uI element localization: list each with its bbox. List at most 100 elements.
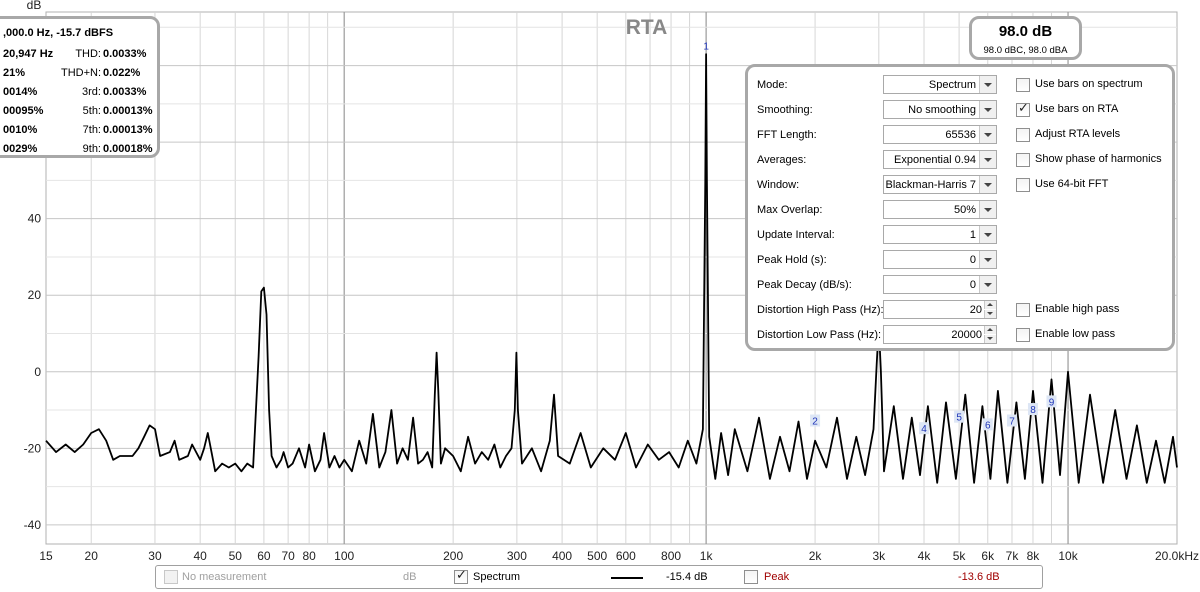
chevron-down-icon[interactable] [979, 126, 996, 143]
distortion-metric-label: 7th: [82, 124, 101, 136]
x-tick-label: 500 [587, 549, 607, 563]
spectrum-checkbox[interactable] [454, 568, 468, 584]
spin-down-icon[interactable] [984, 335, 996, 343]
setting-dropdown[interactable]: 0 [883, 250, 997, 269]
checkbox-icon[interactable] [1016, 153, 1030, 167]
x-tick-label: 3k [872, 549, 886, 563]
distortion-metric-label: 3rd: [82, 86, 101, 98]
spin-up-icon[interactable] [984, 301, 996, 309]
spin-up-icon[interactable] [984, 326, 996, 334]
rta-settings-panel: Mode: Spectrum Smoothing: No smoothing FFT L… [745, 64, 1175, 351]
harmonic-marker-bg [1046, 395, 1057, 408]
x-tick-label: 4k [918, 549, 932, 563]
no-measurement-checkbox[interactable] [164, 570, 178, 584]
distortion-metric-label: 5th: [82, 105, 101, 117]
chevron-down-icon[interactable] [979, 201, 996, 218]
setting-checkbox[interactable]: Enable high pass [1016, 303, 1176, 319]
setting-label: Update Interval: [757, 229, 835, 241]
setting-checkbox[interactable]: Enable low pass [1016, 328, 1176, 344]
harmonic-marker: 8 [1030, 405, 1036, 416]
setting-spinbox[interactable]: 20 [883, 300, 997, 319]
setting-row: Window: Blackman-Harris 7 [757, 175, 1007, 196]
harmonic-markers: 1 2 4 5 6 7 8 9 [703, 41, 1057, 435]
distortion-metric-value: 0.0033% [103, 48, 147, 60]
checkbox-icon[interactable] [1016, 78, 1030, 92]
x-tick-label: 2k [809, 549, 823, 563]
x-tick-label: 15 [39, 549, 53, 563]
distortion-row: 20,947 Hz THD: 0.0033% [0, 48, 161, 67]
setting-dropdown[interactable]: No smoothing [883, 100, 997, 119]
setting-dropdown[interactable]: Spectrum [883, 75, 997, 94]
setting-checkbox[interactable]: Adjust RTA levels [1016, 128, 1176, 144]
setting-label: Window: [757, 179, 800, 191]
x-tick-label: 70 [281, 549, 295, 563]
chevron-down-icon[interactable] [979, 101, 996, 118]
harmonic-marker: 1 [703, 41, 709, 52]
peak-value: -13.6 dB [958, 571, 1000, 583]
distortion-row: 0029% 9th: 0.00018% [0, 143, 161, 162]
spectrum-line-swatch [611, 577, 643, 579]
setting-value: Blackman-Harris 7 [885, 179, 976, 191]
setting-dropdown[interactable]: Blackman-Harris 7 [883, 175, 997, 194]
setting-label: Distortion High Pass (Hz): [757, 304, 884, 316]
distortion-readout-panel: ,000.0 Hz, -15.7 dBFS 20,947 Hz THD: 0.003… [0, 16, 160, 158]
distortion-left-value: 20,947 Hz [3, 48, 54, 60]
chevron-down-icon[interactable] [979, 151, 996, 168]
chevron-down-icon[interactable] [979, 176, 996, 193]
checkbox-icon[interactable] [1016, 303, 1030, 317]
setting-label: FFT Length: [757, 129, 817, 141]
checkbox-icon[interactable] [1016, 101, 1030, 117]
setting-row: Smoothing: No smoothing [757, 100, 1007, 121]
setting-dropdown[interactable]: 1 [883, 225, 997, 244]
distortion-left-value: 00095% [3, 105, 44, 117]
chevron-down-icon[interactable] [979, 251, 996, 268]
distortion-metric-label: THD+N: [60, 67, 101, 79]
distortion-row: 0014% 3rd: 0.0033% [0, 86, 161, 105]
legend-bar: No measurement dB Spectrum -15.4 dB Peak… [155, 565, 1043, 589]
x-tick-label: 50 [229, 549, 243, 563]
setting-value: Exponential 0.94 [894, 154, 976, 166]
chevron-down-icon[interactable] [979, 76, 996, 93]
spectrum-value: -15.4 dB [666, 571, 708, 583]
setting-checkbox[interactable]: Use bars on RTA [1016, 101, 1176, 119]
peak-checkbox[interactable] [744, 570, 758, 584]
setting-checkbox[interactable]: Show phase of harmonics [1016, 153, 1176, 169]
setting-value: 20000 [951, 329, 982, 341]
checkbox-label: Enable high pass [1035, 303, 1120, 315]
spin-down-icon[interactable] [984, 310, 996, 318]
setting-checkbox[interactable]: Use bars on spectrum [1016, 78, 1176, 94]
x-tick-label: 400 [552, 549, 572, 563]
setting-dropdown[interactable]: Exponential 0.94 [883, 150, 997, 169]
distortion-metric-label: THD: [75, 48, 101, 60]
setting-row: Mode: Spectrum [757, 75, 1007, 96]
setting-row: FFT Length: 65536 [757, 125, 1007, 146]
harmonic-marker: 9 [1049, 397, 1055, 408]
setting-dropdown[interactable]: 65536 [883, 125, 997, 144]
checkbox-icon[interactable] [1016, 178, 1030, 192]
distortion-metric-value: 0.00013% [103, 124, 153, 136]
setting-checkbox[interactable]: Use 64-bit FFT [1016, 178, 1176, 194]
no-measurement-unit: dB [403, 571, 417, 583]
chevron-down-icon[interactable] [979, 226, 996, 243]
checkbox-icon[interactable] [1016, 328, 1030, 342]
setting-label: Peak Hold (s): [757, 254, 827, 266]
setting-label: Mode: [757, 79, 788, 91]
x-tick-label: 100 [334, 549, 354, 563]
setting-label: Smoothing: [757, 104, 813, 116]
y-tick-label: 20 [28, 288, 42, 302]
setting-row: Averages: Exponential 0.94 [757, 150, 1007, 171]
spectrum-trace [45, 53, 1178, 484]
setting-value: 50% [953, 204, 976, 216]
level-readout-panel: 98.0 dB 98.0 dBC, 98.0 dBA [969, 16, 1082, 60]
x-tick-label: 1k [700, 549, 714, 563]
setting-dropdown[interactable]: 50% [883, 200, 997, 219]
checkbox-icon[interactable] [1016, 128, 1030, 142]
setting-dropdown[interactable]: 0 [883, 275, 997, 294]
setting-row: Peak Hold (s): 0 [757, 250, 1007, 271]
chevron-down-icon[interactable] [979, 276, 996, 293]
distortion-row: 21% THD+N: 0.022% [0, 67, 161, 86]
x-tick-label: 600 [616, 549, 636, 563]
setting-spinbox[interactable]: 20000 [883, 325, 997, 344]
distortion-left-value: 21% [3, 67, 26, 79]
setting-value: No smoothing [908, 104, 976, 116]
